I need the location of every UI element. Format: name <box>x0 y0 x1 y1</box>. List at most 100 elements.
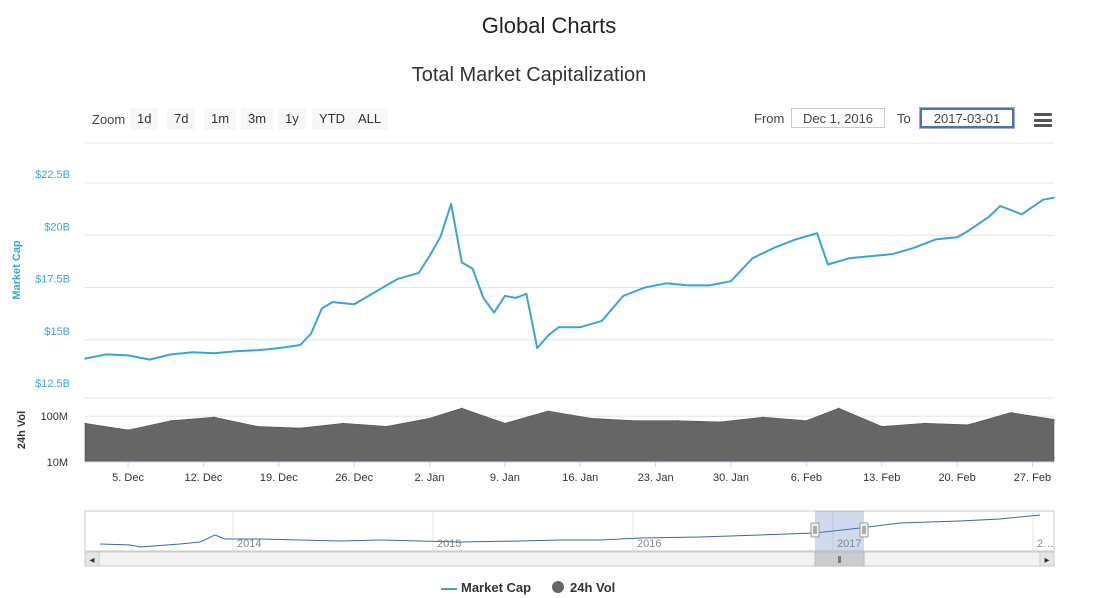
scrollbar-thumb <box>814 551 865 567</box>
chart-title: Total Market Capitalization <box>411 64 647 86</box>
market-cap-point <box>525 293 528 295</box>
market-cap-point <box>418 272 420 274</box>
x-tick-label: 27. Feb <box>1014 472 1051 484</box>
market-cap-point <box>428 255 431 257</box>
y-tick-label: $17.5B <box>35 274 70 286</box>
navigator-year-label: 2017 <box>837 538 861 550</box>
market-cap-point <box>504 295 506 297</box>
volume-point <box>590 417 592 419</box>
navigator-frame <box>84 510 1055 552</box>
zoom-3m-button[interactable]: 3m <box>241 108 274 130</box>
market-cap-point <box>547 334 549 337</box>
market-cap-point <box>256 349 259 352</box>
volume-point <box>256 425 258 427</box>
volume-point <box>428 417 431 419</box>
market-cap-point <box>493 311 495 314</box>
market-cap-point <box>665 282 668 285</box>
volume-point <box>170 420 172 422</box>
market-cap-point <box>148 358 151 361</box>
market-cap-line <box>84 196 1055 361</box>
market-cap-point <box>170 353 172 356</box>
volume-point <box>1053 418 1055 420</box>
x-tick-label: 30. Jan <box>713 472 749 484</box>
market-cap-point <box>557 326 560 329</box>
market-cap-point <box>956 236 958 239</box>
volume-point <box>838 407 840 409</box>
market-cap-point <box>891 253 894 255</box>
market-cap-point <box>644 286 646 289</box>
circle-icon <box>552 581 564 593</box>
market-cap-point <box>751 257 754 260</box>
market-cap-point <box>396 278 399 280</box>
market-cap-point <box>514 297 517 299</box>
y-tick-label: $15B <box>44 326 70 338</box>
legend-label-market-cap: Market Cap <box>461 580 532 595</box>
legend-item-market-cap[interactable]: Market Cap <box>441 580 531 595</box>
market-cap-point <box>601 320 603 322</box>
to-date-input[interactable] <box>919 107 1015 129</box>
x-tick-label: 26. Dec <box>335 472 373 484</box>
volume-tick-label: 100M <box>40 411 68 423</box>
zoom-ytd-button[interactable]: YTD <box>312 108 352 130</box>
market-cap-point <box>1020 213 1023 216</box>
market-cap-point <box>870 255 872 257</box>
volume-axis-title: 24h Vol <box>16 411 28 449</box>
navigator-year-label: 2016 <box>637 538 661 550</box>
x-tick-label: 6. Feb <box>791 472 822 484</box>
market-cap-point <box>730 280 732 283</box>
from-date-input[interactable] <box>791 108 885 128</box>
market-cap-point <box>191 351 194 354</box>
scroll-right-button <box>1039 551 1055 567</box>
zoom-label: Zoom <box>92 112 126 127</box>
market-cap-point <box>708 284 711 287</box>
zoom-1y-button[interactable]: 1y <box>278 108 306 130</box>
volume-point <box>633 420 635 422</box>
legend-item-24h-vol[interactable]: 24h Vol <box>552 580 615 595</box>
zoom-1d-button[interactable]: 1d <box>130 108 159 130</box>
market-cap-point <box>374 290 377 293</box>
market-cap-point <box>234 350 237 353</box>
market-cap-point <box>471 267 474 270</box>
market-cap-point <box>127 354 129 357</box>
zoom-all-button[interactable]: ALL <box>351 108 389 130</box>
navigator-handle <box>859 522 869 538</box>
x-tick-label: 23. Jan <box>638 472 674 484</box>
zoom-1m-button[interactable]: 1m <box>204 108 237 130</box>
market-cap-point <box>1053 196 1055 199</box>
x-tick-label: 9. Jan <box>490 472 520 484</box>
y-axis-title: Market Cap <box>11 240 23 300</box>
market-cap-point <box>482 297 485 299</box>
market-cap-point <box>827 263 829 266</box>
market-cap-point <box>353 303 356 306</box>
market-cap-point <box>461 261 463 264</box>
volume-point <box>967 424 969 426</box>
menu-icon[interactable] <box>1034 113 1052 127</box>
zoom-7d-button[interactable]: 7d <box>167 108 196 130</box>
volume-point <box>881 425 883 427</box>
market-cap-point <box>84 357 86 360</box>
volume-tick-label: 10M <box>47 457 68 469</box>
legend: Market Cap 24h Vol <box>0 580 1098 598</box>
y-tick-label: $12.5B <box>35 378 70 390</box>
page-title: Global Charts <box>481 13 617 38</box>
legend-label-24h-vol: 24h Vol <box>570 580 616 595</box>
volume-point <box>213 416 215 418</box>
to-label: To <box>897 111 911 126</box>
volume-point <box>385 425 388 427</box>
y-tick-label: $22.5B <box>35 169 70 181</box>
market-cap-point <box>310 332 312 335</box>
x-tick-label: 12. Dec <box>184 472 222 484</box>
market-cap-point <box>794 238 797 241</box>
scroll-grip-icon: ⦀ <box>838 555 842 565</box>
market-cap-point <box>439 236 442 239</box>
volume-point <box>719 421 721 423</box>
navigator-year-label: 2014 <box>237 538 261 550</box>
market-cap-point <box>967 230 969 232</box>
market-cap-point <box>321 307 323 310</box>
x-tick-label: 5. Dec <box>112 472 144 484</box>
volume-point <box>84 422 86 424</box>
market-cap-point <box>913 247 915 249</box>
market-cap-point <box>773 247 775 249</box>
volume-point <box>299 427 301 429</box>
market-cap-point <box>816 232 818 234</box>
